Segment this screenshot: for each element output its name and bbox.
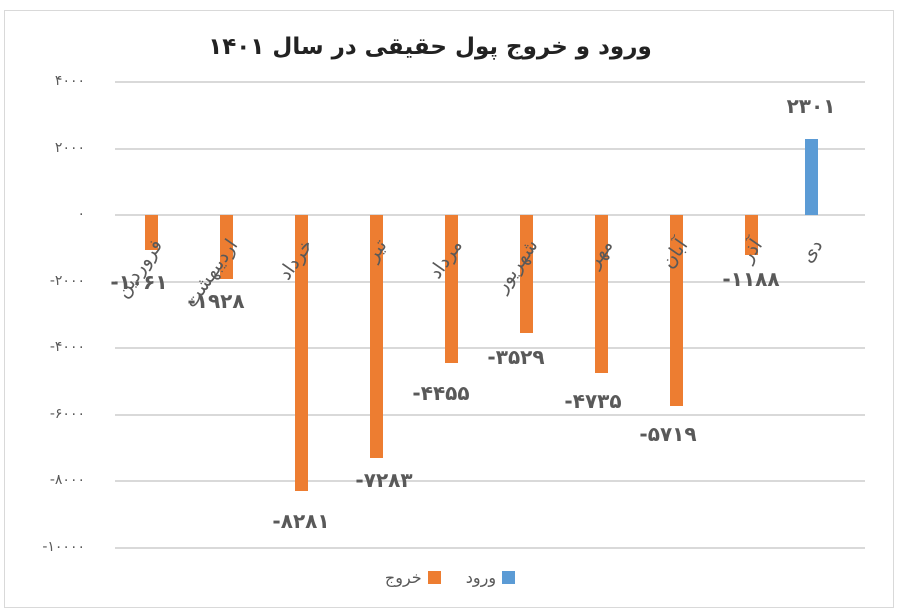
y-tick-label: ۰ [77, 206, 85, 223]
gridline [115, 81, 865, 83]
legend-item-inflow: ورود [465, 568, 516, 587]
data-label: -۷۲۸۳ [355, 467, 413, 492]
gridline [115, 413, 865, 416]
y-tick-label: ۲۰۰۰ [54, 139, 85, 156]
data-label: -۱۰۶۱ [110, 270, 168, 295]
outflow-swatch [427, 571, 441, 584]
legend-label-outflow: خروج [384, 568, 422, 587]
bar-outflow [745, 215, 758, 255]
data-label: ۲۳۰۱ [786, 93, 836, 118]
y-tick-label: -۶۰۰۰ [49, 405, 85, 422]
inflow-swatch [502, 571, 516, 584]
bar-outflow [145, 215, 158, 251]
bar-outflow [520, 215, 533, 333]
data-label: -۴۷۳۵ [564, 388, 622, 413]
legend: خروج ورود [0, 568, 900, 588]
bar-outflow [445, 215, 458, 364]
gridline [115, 547, 865, 549]
y-tick-label: -۲۰۰۰ [49, 272, 85, 289]
gridline [115, 147, 865, 150]
y-tick-label: -۸۰۰۰ [49, 472, 85, 489]
legend-label-inflow: ورود [465, 568, 497, 587]
bar-outflow [295, 215, 308, 491]
gridline [115, 280, 865, 283]
gridline [115, 214, 865, 217]
legend-item-outflow: خروج [385, 568, 441, 587]
bar-outflow [670, 215, 683, 406]
bar-inflow [805, 138, 818, 216]
bar-outflow [220, 215, 233, 280]
y-tick-label: -۱۰۰۰۰ [42, 539, 85, 555]
data-label: -۱۹۲۸ [187, 289, 245, 314]
data-label: -۴۴۵۵ [412, 381, 470, 406]
data-label: -۵۷۱۹ [639, 421, 697, 446]
bar-outflow [595, 215, 608, 373]
data-label: -۳۵۲۹ [487, 344, 545, 369]
gridline [115, 480, 865, 483]
chart-title-text: ورود و خروج پول حقیقی در سال ۱۴۰۱ [208, 34, 652, 60]
data-label: -۸۲۸۱ [272, 508, 330, 533]
y-tick-label: ۴۰۰۰ [54, 73, 85, 89]
data-label: -۱۱۸۸ [722, 266, 780, 291]
y-tick-label: -۴۰۰۰ [49, 339, 85, 356]
bar-outflow [370, 215, 383, 458]
chart-title: ورود و خروج پول حقیقی در سال ۱۴۰۱ [0, 34, 900, 60]
gridline [115, 347, 865, 350]
